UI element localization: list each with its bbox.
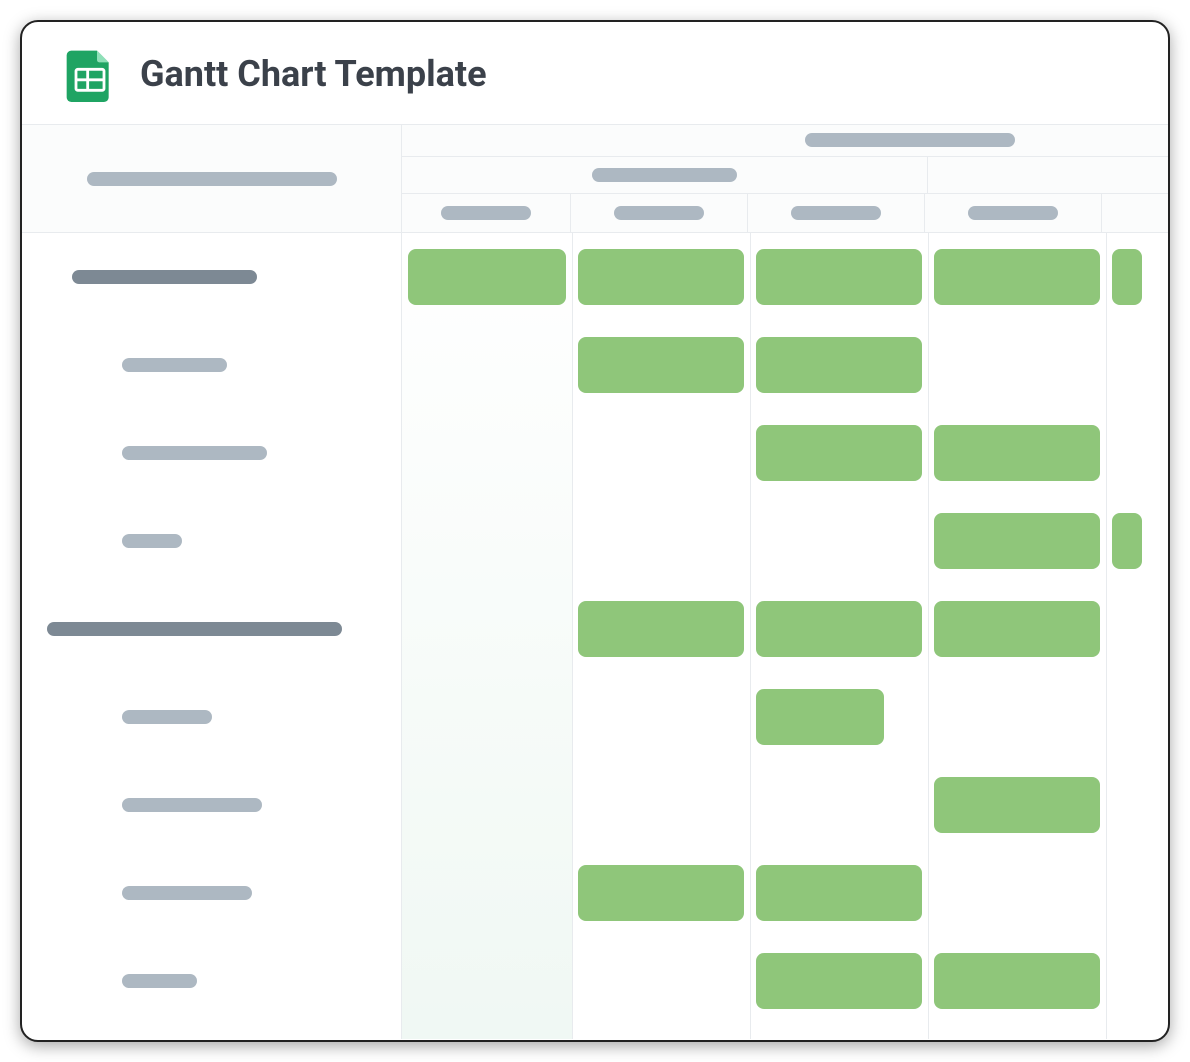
header: Gantt Chart Template	[22, 22, 1168, 125]
grid-area	[22, 125, 1168, 1039]
placeholder-text	[441, 206, 531, 220]
timeline-group-cell	[402, 157, 928, 194]
task-label[interactable]	[22, 849, 252, 937]
placeholder-text	[122, 886, 252, 900]
placeholder-text	[122, 798, 262, 812]
gantt-bar[interactable]	[756, 689, 884, 745]
placeholder-text	[968, 206, 1058, 220]
page-title: Gantt Chart Template	[140, 53, 487, 95]
gantt-bar[interactable]	[756, 337, 922, 393]
placeholder-text	[122, 534, 182, 548]
gantt-bar[interactable]	[408, 249, 566, 305]
sheets-icon	[62, 46, 118, 102]
timeline-day-cell	[402, 194, 571, 232]
task-label[interactable]	[22, 761, 262, 849]
task-group-label[interactable]	[22, 585, 342, 673]
timeline-column	[402, 125, 1168, 1039]
placeholder-text	[805, 133, 1015, 147]
gantt-bar[interactable]	[756, 601, 922, 657]
placeholder-text	[122, 358, 227, 372]
gantt-bar[interactable]	[1112, 513, 1142, 569]
timeline-header-row-1	[402, 125, 1168, 157]
timeline-day-cell	[925, 194, 1102, 232]
placeholder-text	[72, 270, 257, 284]
placeholder-text	[122, 974, 197, 988]
timeline-header-row-3	[402, 194, 1168, 232]
gantt-bar[interactable]	[756, 953, 922, 1009]
gantt-bar[interactable]	[578, 865, 744, 921]
gantt-bar[interactable]	[934, 601, 1100, 657]
task-label[interactable]	[22, 673, 212, 761]
task-list-header	[22, 125, 401, 233]
placeholder-text	[791, 206, 881, 220]
gantt-bar[interactable]	[934, 513, 1100, 569]
task-label[interactable]	[22, 321, 227, 409]
gantt-bar[interactable]	[578, 249, 744, 305]
placeholder-text	[592, 168, 737, 182]
task-label[interactable]	[22, 497, 182, 585]
gantt-bar[interactable]	[1112, 249, 1142, 305]
gantt-bar[interactable]	[756, 425, 922, 481]
gantt-bar[interactable]	[934, 249, 1100, 305]
task-list-column	[22, 125, 402, 1039]
gantt-bar[interactable]	[934, 777, 1100, 833]
gantt-bar[interactable]	[578, 601, 744, 657]
gantt-bar[interactable]	[934, 953, 1100, 1009]
grid-line	[1106, 233, 1107, 1039]
gantt-bar[interactable]	[578, 337, 744, 393]
placeholder-text	[614, 206, 704, 220]
task-group-label[interactable]	[22, 233, 257, 321]
app-window: Gantt Chart Template	[20, 20, 1170, 1042]
task-label[interactable]	[22, 937, 197, 1025]
gantt-bar[interactable]	[934, 425, 1100, 481]
timeline-day-cell	[748, 194, 925, 232]
timeline-header	[402, 125, 1168, 233]
timeline-header-row-2	[402, 157, 1168, 195]
placeholder-text	[87, 172, 337, 186]
timeline-day-cell	[1102, 194, 1168, 232]
grid-line	[928, 233, 929, 1039]
placeholder-text	[47, 622, 342, 636]
gantt-bar[interactable]	[756, 249, 922, 305]
gantt-bar[interactable]	[756, 865, 922, 921]
timeline-day-cell	[571, 194, 748, 232]
placeholder-text	[122, 446, 267, 460]
timeline-rows	[402, 233, 1168, 1039]
column-background	[402, 233, 572, 1039]
placeholder-text	[122, 710, 212, 724]
grid-line	[750, 233, 751, 1039]
grid-line	[572, 233, 573, 1039]
task-label[interactable]	[22, 409, 267, 497]
timeline-group-cell	[928, 157, 1168, 194]
